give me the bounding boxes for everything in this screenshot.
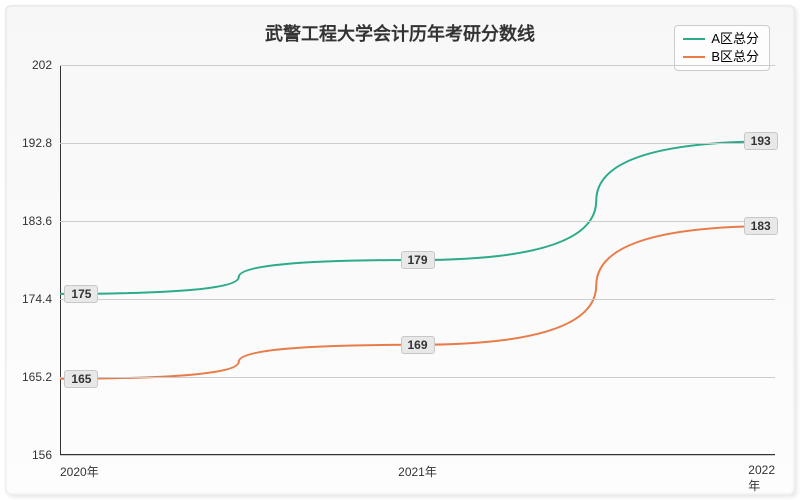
grid-line xyxy=(60,65,775,66)
chart-inner-panel: 武警工程大学会计历年考研分数线 A区总分 B区总分 156165.2174.41… xyxy=(5,5,795,495)
series-line xyxy=(60,141,775,294)
grid-line xyxy=(60,221,775,222)
series-line xyxy=(60,226,775,379)
y-tick-label: 202 xyxy=(32,58,52,72)
data-label: 193 xyxy=(744,132,778,150)
grid-line xyxy=(60,377,775,378)
legend-swatch-b xyxy=(683,56,705,58)
y-tick-label: 156 xyxy=(32,448,52,462)
data-label: 183 xyxy=(744,217,778,235)
grid-line xyxy=(60,143,775,144)
data-label: 169 xyxy=(400,336,434,354)
y-tick-label: 165.2 xyxy=(22,370,52,384)
legend-item-b: B区总分 xyxy=(683,48,759,66)
x-tick-label: 2021年 xyxy=(398,463,437,480)
y-tick-label: 192.8 xyxy=(22,136,52,150)
grid-line xyxy=(60,455,775,456)
x-tick-label: 2020年 xyxy=(60,463,99,480)
y-tick-label: 183.6 xyxy=(22,214,52,228)
chart-container: 武警工程大学会计历年考研分数线 A区总分 B区总分 156165.2174.41… xyxy=(0,0,800,500)
legend-label-b: B区总分 xyxy=(711,48,759,66)
x-tick-label: 2022年 xyxy=(748,463,775,494)
data-label: 165 xyxy=(64,370,98,388)
grid-line xyxy=(60,299,775,300)
legend-swatch-a xyxy=(683,38,705,40)
data-label: 179 xyxy=(400,251,434,269)
plot-area: 156165.2174.4183.6192.82022020年2021年2022… xyxy=(60,65,775,455)
legend-label-a: A区总分 xyxy=(711,30,759,48)
y-tick-label: 174.4 xyxy=(22,292,52,306)
legend-item-a: A区总分 xyxy=(683,30,759,48)
data-label: 175 xyxy=(64,285,98,303)
